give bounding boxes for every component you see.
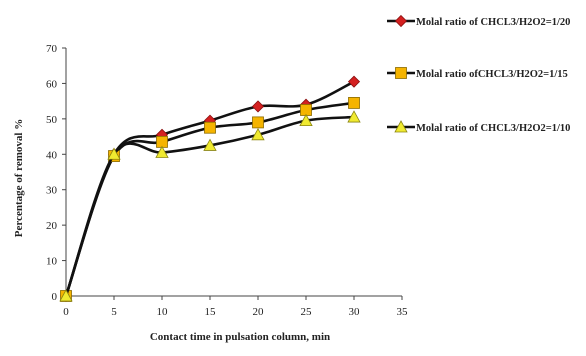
x-tick-label: 10	[157, 306, 169, 318]
y-tick-label: 50	[46, 114, 58, 126]
data-point	[155, 145, 169, 158]
chart-series	[59, 75, 361, 303]
data-point	[299, 113, 313, 127]
data-point	[59, 289, 73, 302]
legend-label: Molal ratio of CHCL3/H2O2=1/10	[416, 123, 570, 134]
data-point	[347, 110, 361, 123]
y-axis-ticks: 0 10 20 30 40 50 60 70	[46, 43, 66, 303]
data-point	[203, 138, 217, 151]
chart-legend: Molal ratio of CHCL3/H2O2=1/20 Molal rati…	[387, 14, 570, 134]
y-tick-label: 40	[46, 149, 58, 161]
data-point	[107, 147, 121, 160]
x-axis-label: Contact time in pulsation column, min	[150, 331, 330, 343]
legend-marker	[394, 120, 408, 133]
y-tick-label: 20	[46, 220, 58, 232]
x-tick-label: 0	[63, 306, 69, 318]
y-tick-label: 0	[52, 291, 58, 303]
legend-label: Molal ratio ofCHCL3/H2O2=1/15	[416, 69, 568, 80]
y-tick-label: 30	[46, 185, 58, 197]
x-tick-label: 15	[205, 306, 217, 318]
x-tick-label: 5	[111, 306, 117, 318]
chart-axes	[65, 48, 402, 297]
legend-entry: Molal ratio of CHCL3/H2O2=1/20	[387, 14, 570, 28]
y-tick-label: 70	[46, 43, 58, 55]
legend-marker	[395, 67, 407, 79]
data-point	[348, 97, 360, 109]
x-tick-label: 25	[301, 306, 313, 318]
x-tick-label: 35	[397, 306, 409, 318]
data-point	[204, 121, 216, 134]
x-tick-label: 20	[253, 306, 265, 318]
series-2	[60, 97, 360, 302]
y-tick-label: 60	[46, 78, 58, 90]
y-tick-label: 10	[46, 256, 58, 268]
series-3	[59, 110, 361, 302]
y-axis-label: Percentage of removal %	[13, 119, 25, 237]
data-point	[251, 100, 265, 113]
legend-label: Molal ratio of CHCL3/H2O2=1/20	[416, 17, 570, 28]
x-axis-ticks: 0 5 10 15 20 25 30 35	[63, 296, 408, 318]
data-point	[251, 127, 265, 141]
legend-entry: Molal ratio of CHCL3/H2O2=1/10	[387, 120, 570, 134]
data-point	[252, 116, 264, 129]
legend-entry: Molal ratio ofCHCL3/H2O2=1/15	[387, 67, 568, 80]
series-1	[59, 75, 361, 303]
legend-marker	[394, 14, 408, 28]
data-point	[347, 75, 361, 88]
x-tick-label: 30	[349, 306, 361, 318]
